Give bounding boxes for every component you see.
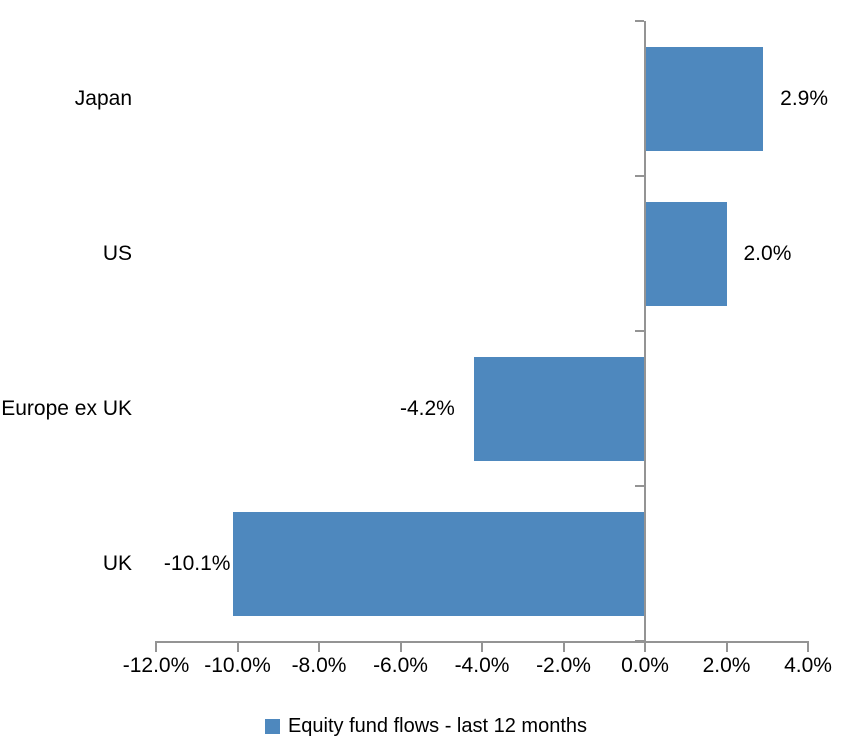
category-label-us: US [102,241,132,265]
y-axis-tick [635,485,644,487]
x-axis-tick-label: -6.0% [373,654,428,677]
y-axis-tick [635,330,644,332]
value-label-us: 2.0% [743,241,792,265]
value-label-europe-ex-uk: -4.2% [400,396,455,420]
x-axis-tick-label: -8.0% [291,654,347,677]
x-axis-tick-label: -2.0% [536,654,591,677]
x-axis-tick-label: -12.0% [122,654,190,677]
bar-japan [645,46,764,151]
x-axis-tick [155,643,157,652]
x-axis-tick [318,643,320,652]
x-axis-tick-label: -10.0% [204,654,271,677]
x-axis-tick-label: 0.0% [621,654,669,677]
x-axis-tick [399,643,402,652]
x-axis-tick-label: -4.0% [454,654,510,677]
y-axis-line [644,21,646,643]
x-axis-tick-label: 2.0% [702,654,751,677]
value-label-uk: -10.1% [163,551,231,575]
y-axis-tick [635,20,644,22]
x-axis-tick [807,643,809,652]
x-axis-tick [481,643,483,652]
x-axis-line [155,641,809,643]
bar-uk [233,511,645,616]
bar-us [645,201,727,306]
legend-series-label: Equity fund flows - last 12 months [287,714,588,737]
x-axis-tick [562,643,565,652]
x-axis-tick [236,643,239,652]
legend: Equity fund flows - last 12 months [0,711,852,741]
y-axis-tick [635,175,644,177]
category-label-uk: UK [102,551,132,575]
legend-square-marker-icon [264,718,280,734]
x-axis-tick [644,643,646,652]
bar-europe-ex-uk [473,356,645,461]
x-axis-tick [725,643,728,652]
x-axis-tick-label: 4.0% [784,654,832,677]
category-label-europe-ex-uk: Europe ex UK [1,396,132,420]
value-label-japan: 2.9% [780,86,829,110]
category-label-japan: Japan [74,86,132,110]
